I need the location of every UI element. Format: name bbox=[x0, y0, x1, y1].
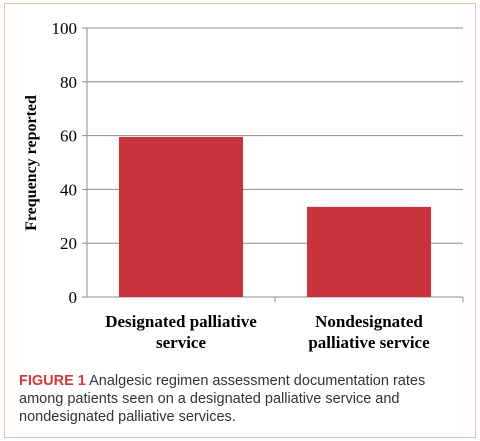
bars bbox=[118, 136, 432, 297]
y-axis: 0 20 40 60 80 100 bbox=[52, 19, 463, 307]
bar-chart: 0 20 40 60 80 100 Designated palliative servic… bbox=[23, 19, 464, 352]
x-category-label: Nondesignated palliative service bbox=[308, 312, 430, 352]
x-category-label: Designated palliative service bbox=[105, 312, 257, 352]
y-tick-label: 20 bbox=[60, 234, 77, 253]
bar-1 bbox=[118, 136, 244, 297]
y-tick-label: 100 bbox=[52, 19, 78, 38]
figure-caption: FIGURE 1 Analgesic regimen assessment do… bbox=[19, 372, 459, 426]
figure-label: FIGURE 1 bbox=[19, 373, 86, 389]
y-tick-label: 40 bbox=[60, 180, 77, 199]
y-tick-label: 60 bbox=[60, 127, 77, 146]
y-tick-label: 0 bbox=[69, 288, 78, 307]
y-axis-title: Frequency reported bbox=[23, 95, 40, 231]
caption-text: Analgesic regimen assessment documentati… bbox=[19, 373, 426, 425]
x-axis-labels: Designated palliative service Nondesignate… bbox=[105, 297, 464, 352]
bar-2 bbox=[306, 206, 432, 297]
y-tick-label: 80 bbox=[60, 73, 77, 92]
